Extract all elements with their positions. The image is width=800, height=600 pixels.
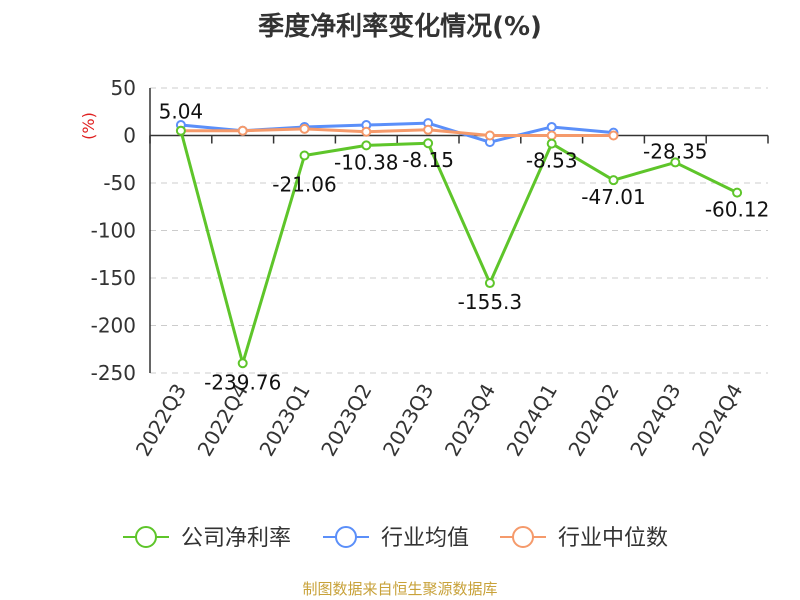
data-label: 5.04 [159, 100, 204, 124]
data-label: -8.53 [526, 149, 578, 173]
data-label: -28.35 [643, 139, 707, 163]
data-label: -8.15 [402, 148, 454, 172]
legend-swatch-marker [512, 526, 534, 548]
y-tick-label: -100 [91, 219, 136, 243]
data-label: -60.12 [705, 198, 769, 222]
x-tick-label: 2024Q2 [563, 380, 623, 461]
data-point [484, 278, 495, 289]
y-unit-label: (%) [79, 112, 98, 140]
series-line [179, 130, 738, 365]
x-tick-label: 2022Q3 [131, 380, 191, 461]
data-point [237, 125, 248, 136]
y-tick-label: -50 [103, 171, 136, 195]
data-point [546, 138, 557, 149]
series-line [180, 127, 614, 137]
data-point [546, 130, 557, 141]
y-tick-label: -150 [91, 266, 136, 290]
data-label: -47.01 [581, 185, 645, 209]
data-point [299, 150, 310, 161]
x-tick-label: 2024Q3 [625, 380, 685, 461]
data-point [608, 130, 619, 141]
data-label: -21.06 [272, 173, 336, 197]
data-point [361, 140, 372, 151]
legend-item[interactable]: 行业中位数 [500, 526, 668, 551]
x-tick-label: 2023Q2 [316, 380, 376, 461]
chart-title: 季度净利率变化情况(%) [258, 12, 542, 42]
y-tick-labels: 50 0 -50 -100 -150 -200 -250 [91, 76, 136, 385]
data-point [423, 138, 434, 149]
legend-label: 行业中位数 [558, 526, 668, 551]
data-point [670, 157, 681, 168]
data-labels: 5.04-239.76-21.06-10.38 -8.15-155.3-8.53-… [159, 100, 770, 395]
data-label: -239.76 [204, 370, 281, 394]
data-point [484, 130, 495, 141]
x-tick-label: 2023Q3 [378, 379, 438, 460]
legend-swatch-marker [335, 526, 357, 548]
source-note: 制图数据来自恒生聚源数据库 [302, 580, 498, 598]
data-point [732, 187, 743, 198]
legend-item[interactable]: 公司净利率 [123, 526, 291, 551]
data-point [546, 121, 557, 132]
x-tick-label: 2023Q4 [440, 380, 500, 461]
y-tick-label: 0 [123, 124, 136, 148]
data-label: -155.3 [458, 290, 522, 314]
axes [149, 88, 769, 373]
y-tick-label: -200 [91, 314, 136, 338]
y-tick-label: -250 [91, 361, 136, 385]
data-point [237, 358, 248, 369]
legend: 公司净利率 行业均值 行业中位数 [123, 526, 668, 551]
data-point [361, 126, 372, 137]
legend-item[interactable]: 行业均值 [323, 526, 469, 551]
data-point [175, 125, 186, 136]
series-lines [175, 118, 743, 369]
data-point [608, 175, 619, 186]
data-label: -10.38 [334, 150, 398, 174]
data-point [423, 124, 434, 135]
x-tick-label: 2024Q4 [687, 380, 747, 461]
y-tick-label: 50 [111, 76, 136, 100]
legend-swatch-marker [135, 526, 157, 548]
data-point [299, 123, 310, 134]
legend-label: 行业均值 [381, 526, 469, 551]
legend-label: 公司净利率 [181, 526, 291, 551]
x-tick-label: 2024Q1 [502, 380, 562, 461]
